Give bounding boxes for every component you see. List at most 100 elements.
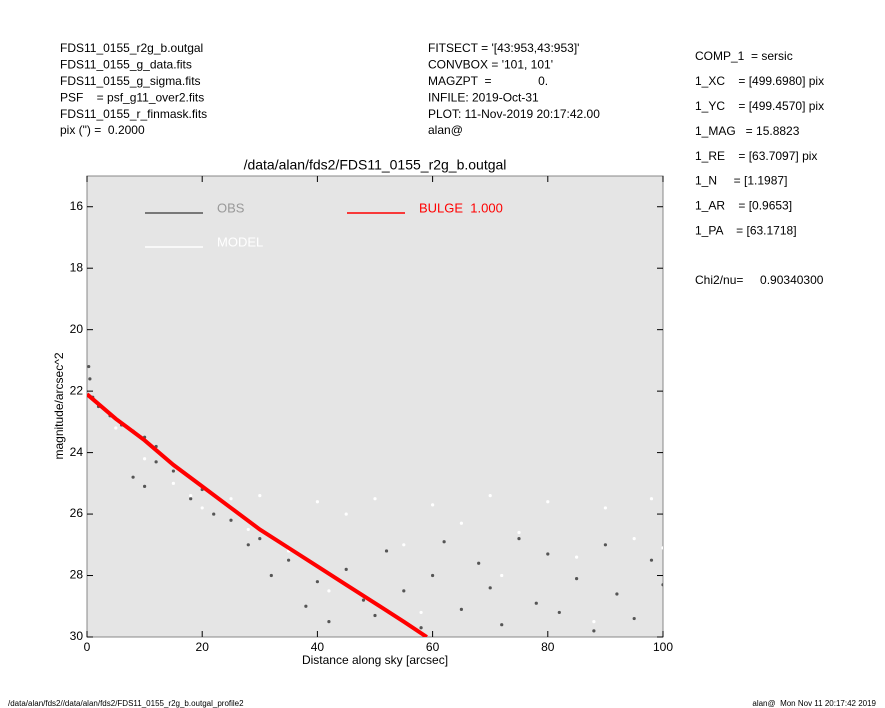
point [661, 546, 663, 550]
header-right-line: 1_N = [1.1987] [695, 174, 787, 188]
x-tick-label: 100 [653, 640, 673, 654]
x-tick-label: 20 [196, 640, 210, 654]
header-left-line: FDS11_0155_r2g_b.outgal [60, 41, 203, 55]
header-middle-line: MAGZPT = 0. [428, 74, 548, 88]
header-left-line: pix (") = 0.2000 [60, 123, 145, 137]
point [246, 527, 250, 532]
x-axis-label: Distance along sky [arcsec] [302, 653, 448, 667]
point [632, 616, 636, 621]
point [143, 484, 147, 489]
point [114, 426, 118, 430]
point [315, 580, 319, 584]
point [534, 601, 538, 605]
header-left-line: PSF = psf_g11_over2.fits [60, 90, 204, 104]
point [419, 626, 423, 630]
point [258, 494, 262, 498]
point [373, 497, 377, 501]
point [229, 497, 233, 501]
point [327, 589, 331, 593]
plot-area [86, 175, 664, 638]
point [575, 555, 579, 559]
point [315, 500, 319, 504]
point [500, 573, 504, 578]
header-middle-line: FITSECT = '[43:953,43:953]' [428, 41, 579, 55]
header-right-line: 1_RE = [63.7097] pix [695, 149, 817, 163]
legend-label: MODEL [217, 234, 263, 249]
point [229, 518, 233, 522]
y-tick-label: 24 [70, 445, 84, 459]
header-right-line: 1_XC = [499.6980] pix [695, 74, 824, 88]
footer-left: /data/alan/fds2//data/alan/fds2/FDS11_01… [8, 699, 244, 708]
x-tick-label: 0 [84, 640, 91, 654]
point [402, 589, 406, 593]
point [459, 607, 463, 611]
point [419, 610, 423, 615]
point [246, 543, 250, 547]
header-left-line: FDS11_0155_g_data.fits [60, 58, 192, 72]
x-tick-label: 60 [426, 640, 440, 654]
y-tick-label: 26 [70, 506, 84, 520]
y-tick-label: 30 [70, 629, 84, 643]
header-right-line: 1_PA = [63.1718] [695, 223, 797, 237]
point [431, 503, 435, 507]
point [592, 620, 596, 624]
point [649, 497, 654, 501]
point [361, 598, 366, 602]
y-tick-label: 20 [70, 322, 84, 336]
y-axis-label: magnitude/arcsec^2 [52, 352, 66, 459]
point [517, 537, 521, 541]
point [344, 567, 348, 571]
point [557, 610, 561, 615]
header-right-line: 1_MAG = 15.8823 [695, 124, 800, 138]
legend-label: BULGE 1.000 [419, 200, 503, 215]
point [287, 558, 291, 562]
point [488, 494, 492, 498]
point [500, 623, 504, 627]
point [189, 497, 193, 501]
point [88, 377, 92, 381]
point [546, 500, 550, 504]
header-right-line: COMP_1 = sersic [695, 49, 793, 63]
point [373, 613, 377, 618]
point [603, 506, 608, 510]
point [304, 604, 308, 608]
header-right-line: 1_YC = [499.4570] pix [695, 99, 824, 113]
point [615, 592, 619, 596]
point [632, 537, 636, 541]
point [603, 543, 608, 547]
point [402, 543, 406, 547]
y-tick-label: 18 [70, 260, 84, 274]
point [442, 540, 446, 544]
header-left-line: FDS11_0155_r_finmask.fits [60, 107, 207, 121]
plot-marks [87, 364, 663, 637]
point [212, 512, 216, 516]
legend-label: OBS [217, 200, 245, 215]
point [661, 583, 663, 587]
point [649, 558, 654, 562]
point [384, 549, 389, 553]
point [592, 629, 596, 633]
header-middle-line: alan@ [428, 123, 463, 137]
model-line [87, 392, 428, 637]
y-tick-label: 22 [70, 383, 84, 397]
point [171, 469, 175, 473]
x-tick-label: 80 [541, 640, 555, 654]
point [143, 457, 147, 461]
y-tick-label: 28 [70, 568, 84, 582]
point [87, 364, 91, 369]
point [327, 620, 331, 624]
header-right-line: 1_AR = [0.9653] [695, 199, 792, 213]
y-tick-label: 16 [70, 199, 84, 213]
point [477, 561, 481, 565]
point [131, 475, 135, 479]
point [200, 506, 204, 510]
point [189, 494, 193, 498]
point [488, 586, 492, 590]
chi2: Chi2/nu= 0.90340300 [695, 273, 824, 287]
footer-right: alan@ Mon Nov 11 20:17:42 2019 [752, 699, 876, 708]
point [431, 573, 435, 578]
point [459, 521, 463, 525]
point [575, 577, 579, 581]
chart-title: /data/alan/fds2/FDS11_0155_r2g_b.outgal [244, 157, 507, 173]
